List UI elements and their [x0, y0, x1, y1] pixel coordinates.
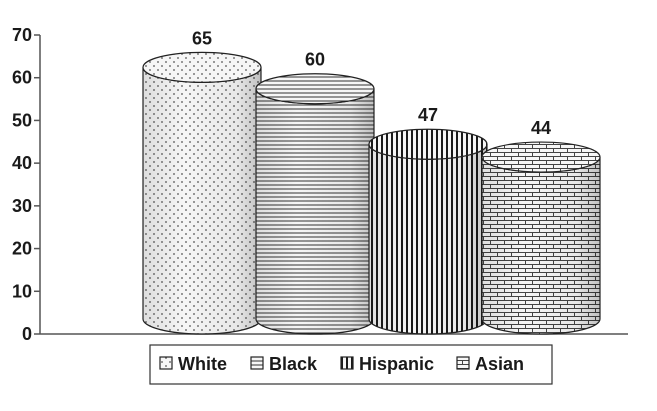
bar-shading — [482, 157, 600, 334]
y-tick-label: 10 — [12, 281, 32, 301]
y-tick-label: 40 — [12, 153, 32, 173]
legend-swatch — [159, 356, 173, 370]
bar-top — [368, 128, 488, 160]
data-labels: 65 60 47 44 — [192, 28, 551, 138]
legend-label-asian: Asian — [475, 354, 524, 374]
legend-label-white: White — [178, 354, 227, 374]
bars — [142, 51, 601, 335]
bar-shading — [143, 67, 261, 334]
y-tick-label: 20 — [12, 239, 32, 259]
legend-swatch — [456, 356, 470, 370]
y-tick-label: 30 — [12, 196, 32, 216]
y-tick-label: 60 — [12, 68, 32, 88]
legend-swatch — [340, 356, 354, 370]
legend-label-hispanic: Hispanic — [359, 354, 434, 374]
y-tick-label: 50 — [12, 110, 32, 130]
bar-hispanic — [368, 128, 488, 335]
bar-asian — [481, 141, 601, 335]
y-axis-ticks: 0 10 20 30 40 50 60 70 — [12, 25, 40, 344]
legend-swatch — [250, 356, 264, 370]
data-label: 60 — [305, 50, 325, 70]
data-label: 65 — [192, 28, 212, 48]
bar-shading — [256, 88, 374, 334]
bar-white — [142, 51, 262, 335]
bar-top — [255, 73, 375, 105]
legend-label-black: Black — [269, 354, 318, 374]
bar-shading — [369, 144, 487, 334]
y-tick-label: 70 — [12, 25, 32, 45]
data-label: 47 — [418, 105, 438, 125]
data-label: 44 — [531, 118, 551, 138]
y-tick-label: 0 — [22, 324, 32, 344]
bar-top — [142, 51, 262, 83]
bar-black — [255, 73, 375, 335]
bar-top — [481, 141, 601, 173]
legend: White Black Hispanic Asian — [149, 344, 553, 385]
